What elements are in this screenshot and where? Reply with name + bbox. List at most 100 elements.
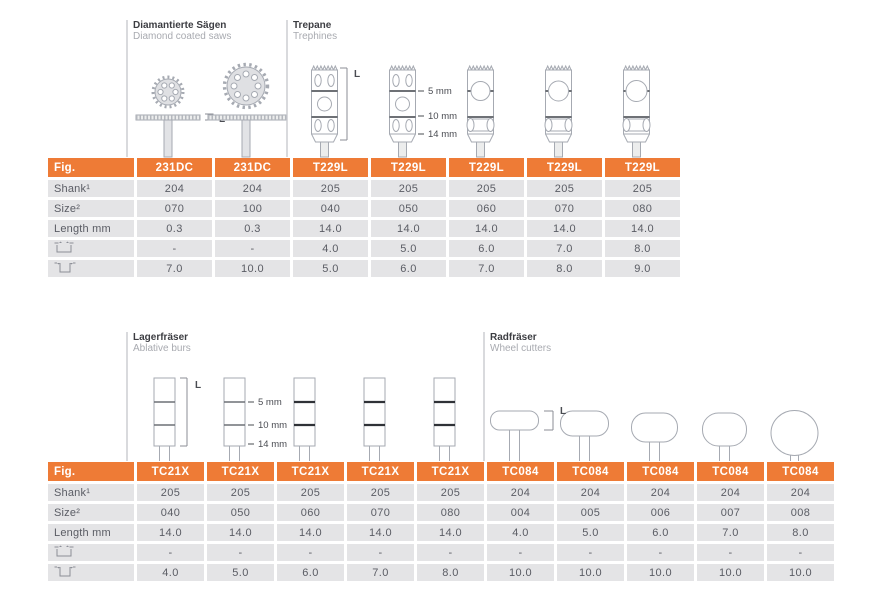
section-header-diamond-saws: Diamantierte Sägen Diamond coated saws [133, 20, 231, 42]
table-cell: 205 [417, 484, 484, 501]
table-cell: 8.0 [605, 240, 680, 257]
table-cell: 040 [137, 504, 204, 521]
table-cell: 6.0 [627, 524, 694, 541]
table-cell: 060 [277, 504, 344, 521]
table-row-shank: Shank¹ 205 205 205 205 205 204 204 204 2… [48, 484, 834, 501]
table-cell: - [767, 544, 834, 561]
table-cell: - [347, 544, 414, 561]
table-cell: 9.0 [605, 260, 680, 277]
table-cell: 14.0 [207, 524, 274, 541]
table-cell: 8.0 [527, 260, 602, 277]
table-cell: 14.0 [137, 524, 204, 541]
section-subtitle: Ablative burs [133, 343, 191, 354]
table-cell: - [137, 544, 204, 561]
mm-label-5: 5 mm [258, 397, 282, 408]
table-cell: 7.0 [697, 524, 764, 541]
table-cell: 14.0 [527, 220, 602, 237]
table-cell: 008 [767, 504, 834, 521]
table-cell: 050 [207, 504, 274, 521]
table-cell: 8.0 [417, 564, 484, 581]
fig-cell: 231DC [215, 158, 290, 177]
row-label: Shank¹ [48, 484, 134, 501]
table-cell: 006 [627, 504, 694, 521]
table-cell: 10.0 [627, 564, 694, 581]
table-cell: 14.0 [293, 220, 368, 237]
table-row-inner-diameter: - - 4.0 5.0 6.0 7.0 8.0 [48, 240, 680, 257]
wheel-drawing [490, 410, 819, 461]
table-cell: 205 [605, 180, 680, 197]
table-cell: 205 [371, 180, 446, 197]
fig-cell: T229L [605, 158, 680, 177]
table-header-row: Fig. 231DC 231DC T229L T229L T229L T229L… [48, 158, 680, 177]
table-row-inner-diameter: - - - - - - - - - - [48, 544, 834, 561]
section-subtitle: Diamond coated saws [133, 31, 232, 42]
table-cell: 14.0 [449, 220, 524, 237]
saw-large-drawing [207, 62, 287, 158]
length-label: L [560, 406, 566, 417]
section-header-trephines: Trepane Trephines [293, 20, 337, 42]
table-cell: 4.0 [293, 240, 368, 257]
row-label [48, 260, 134, 277]
outer-diameter-icon [54, 566, 76, 577]
table-cell: 205 [449, 180, 524, 197]
fig-cell: TC084 [627, 462, 694, 481]
fig-cell: TC084 [697, 462, 764, 481]
table-cell: 205 [137, 484, 204, 501]
table-cell: 204 [215, 180, 290, 197]
table-cell: - [627, 544, 694, 561]
table-cell: 205 [277, 484, 344, 501]
mm-label-5: 5 mm [428, 86, 452, 97]
row-label: Length mm [48, 220, 134, 237]
length-label: L [195, 380, 201, 391]
table-cell: 060 [449, 200, 524, 217]
outer-diameter-icon [54, 262, 76, 273]
table-cell: 050 [371, 200, 446, 217]
mm-label-14: 14 mm [258, 439, 287, 450]
length-bracket: L [180, 377, 201, 447]
table-cell: 070 [527, 200, 602, 217]
table-cell: 205 [527, 180, 602, 197]
table-row-size: Size² 070 100 040 050 060 070 080 [48, 200, 680, 217]
inner-diameter-icon [54, 545, 74, 556]
table-row-length: Length mm 14.0 14.0 14.0 14.0 14.0 4.0 5… [48, 524, 834, 541]
trephine-drawing [311, 64, 651, 158]
table-cell: 004 [487, 504, 554, 521]
length-bracket: L [340, 67, 360, 141]
table-cell: - [277, 544, 344, 561]
table-cell: 5.0 [293, 260, 368, 277]
section-header-wheel-cutters: Radfräser Wheel cutters [490, 332, 551, 354]
table-cell: 4.0 [137, 564, 204, 581]
table-cell: 205 [207, 484, 274, 501]
row-label [48, 240, 134, 257]
table-cell: 040 [293, 200, 368, 217]
table-cell: 6.0 [371, 260, 446, 277]
table-cell: - [557, 544, 624, 561]
mm-label-10: 10 mm [428, 111, 457, 122]
fig-cell: TC21X [417, 462, 484, 481]
row-label: Shank¹ [48, 180, 134, 197]
fig-cell: T229L [371, 158, 446, 177]
section-title: Lagerfräser [133, 332, 189, 343]
table-cell: 080 [605, 200, 680, 217]
fig-cell: TC21X [277, 462, 344, 481]
table-cell: 10.0 [215, 260, 290, 277]
fig-cell: TC21X [347, 462, 414, 481]
table-cell: 5.0 [557, 524, 624, 541]
mm-label-10: 10 mm [258, 420, 287, 431]
section-title: Radfräser [490, 332, 537, 343]
fig-cell: TC084 [767, 462, 834, 481]
fig-cell: T229L [527, 158, 602, 177]
table-row-outer-diameter: 7.0 10.0 5.0 6.0 7.0 8.0 9.0 [48, 260, 680, 277]
length-label: L [354, 69, 360, 80]
table-cell: 204 [557, 484, 624, 501]
table-cell: 6.0 [449, 240, 524, 257]
fig-cell: TC084 [487, 462, 554, 481]
fig-header-label: Fig. [48, 462, 134, 481]
section-divider [126, 332, 128, 461]
table-row-length: Length mm 0.3 0.3 14.0 14.0 14.0 14.0 14… [48, 220, 680, 237]
fig-cell: TC084 [557, 462, 624, 481]
table-cell: 0.3 [215, 220, 290, 237]
mm-label-14: 14 mm [428, 129, 457, 140]
bur-drawing [153, 377, 456, 461]
